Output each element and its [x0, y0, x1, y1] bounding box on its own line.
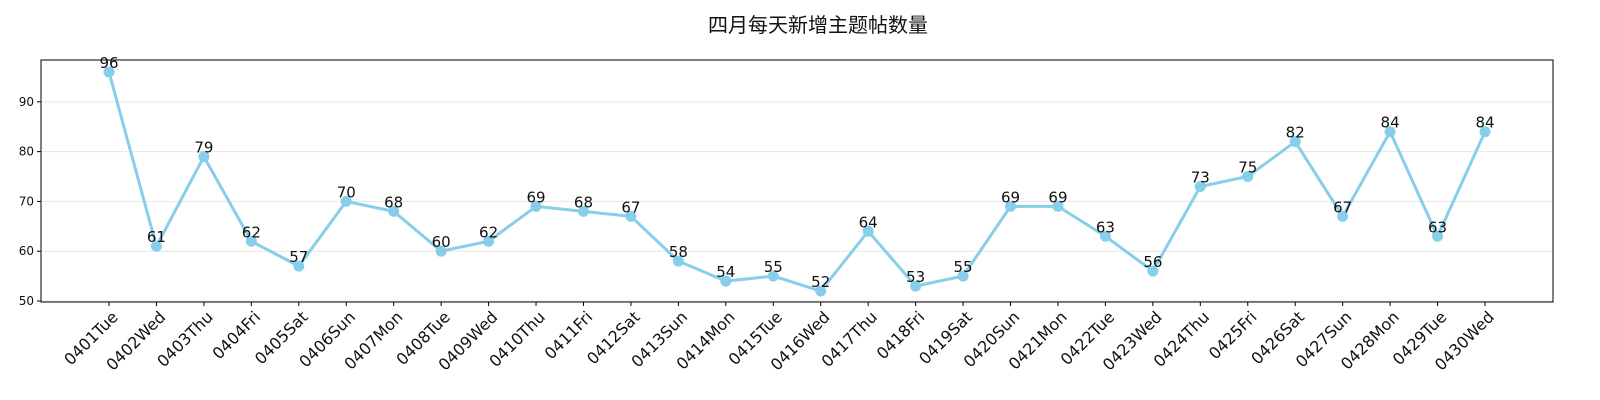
data-label: 67 [621, 198, 640, 216]
data-label: 53 [906, 268, 925, 286]
data-label: 54 [716, 263, 735, 281]
series-line [107, 71, 1487, 293]
data-point [672, 255, 684, 267]
data-point [1242, 171, 1254, 183]
data-label: 69 [1048, 188, 1067, 206]
data-point [1479, 126, 1491, 138]
data-point [1289, 136, 1301, 148]
data-label: 75 [1238, 159, 1257, 177]
data-label: 62 [242, 223, 261, 241]
data-label: 68 [574, 193, 593, 211]
data-point [1432, 230, 1444, 242]
data-point [1052, 200, 1064, 212]
data-label: 79 [194, 139, 213, 157]
data-point [293, 260, 305, 272]
data-point [577, 205, 589, 217]
data-label: 82 [1286, 124, 1305, 142]
data-label: 63 [1096, 218, 1115, 236]
plot-area [40, 59, 1554, 303]
data-point [483, 235, 495, 247]
data-point [530, 200, 542, 212]
data-point [150, 240, 162, 252]
data-label: 96 [99, 54, 118, 72]
data-label: 52 [811, 273, 830, 291]
data-label: 55 [954, 258, 973, 276]
data-label: 84 [1475, 114, 1494, 132]
data-label: 57 [289, 248, 308, 266]
data-labels: 96 61 79 62 57 70 68 60 62 69 68 67 58 54 55 52 64 53 55 69… [99, 54, 1494, 291]
data-point [435, 245, 447, 257]
y-axis: 50 60 70 80 90 [19, 95, 41, 308]
y-tick-label: 70 [19, 194, 34, 208]
data-point [862, 225, 874, 237]
data-label: 69 [1001, 188, 1020, 206]
data-point [245, 235, 257, 247]
data-point [957, 270, 969, 282]
data-point [1147, 265, 1159, 277]
grid-lines [41, 101, 1553, 302]
data-label: 60 [432, 233, 451, 251]
data-label: 69 [526, 188, 545, 206]
data-label: 63 [1428, 218, 1447, 236]
data-point [625, 210, 637, 222]
data-label: 62 [479, 223, 498, 241]
data-label: 84 [1381, 114, 1400, 132]
series-layer [103, 66, 1491, 297]
data-point [103, 66, 115, 78]
data-label: 67 [1333, 198, 1352, 216]
data-label: 68 [384, 193, 403, 211]
data-label: 73 [1191, 168, 1210, 186]
y-tick-label: 60 [19, 244, 34, 258]
data-point [910, 280, 922, 292]
data-point [720, 275, 732, 287]
data-point [1005, 200, 1017, 212]
data-point [388, 205, 400, 217]
data-label: 55 [764, 258, 783, 276]
y-tick-label: 90 [19, 95, 34, 109]
data-point [815, 285, 827, 297]
chart-title: 四月每天新增主题帖数量 [708, 13, 928, 37]
data-point [1099, 230, 1111, 242]
data-point [198, 151, 210, 163]
data-point [1194, 180, 1206, 192]
data-label: 64 [859, 213, 878, 231]
data-point [1384, 126, 1396, 138]
y-tick-label: 80 [19, 145, 34, 159]
data-point [767, 270, 779, 282]
data-label: 56 [1143, 253, 1162, 271]
x-axis: 0401Tue0402Wed0403Thu0404Fri0405Sat0406S… [60, 302, 1498, 374]
data-label: 61 [147, 228, 166, 246]
data-label: 58 [669, 243, 688, 261]
data-point [340, 195, 352, 207]
data-label: 70 [337, 183, 356, 201]
y-tick-label: 50 [19, 294, 34, 308]
data-point [1337, 210, 1349, 222]
